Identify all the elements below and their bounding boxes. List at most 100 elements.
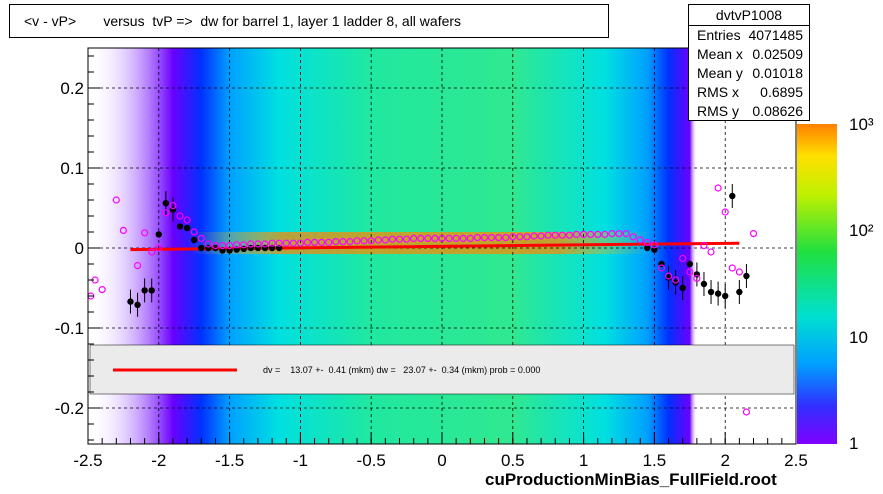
magenta-point [268, 239, 276, 247]
magenta-point [424, 234, 432, 242]
magenta-point [707, 248, 715, 256]
black-point [700, 280, 708, 288]
magenta-point [728, 264, 736, 272]
black-point [686, 260, 693, 268]
magenta-point [742, 408, 751, 416]
magenta-point [672, 276, 680, 284]
black-point [141, 287, 148, 294]
magenta-point [679, 254, 687, 262]
colorbar [797, 124, 837, 444]
stats-histogram-name: dvtvP1008 [715, 7, 783, 23]
footer-filename: cuProductionMinBias_FullField.root [485, 470, 777, 489]
y-axis: -0.2 -0.1 0 0.1 0.2 [55, 55, 100, 441]
magenta-point [310, 238, 319, 246]
chart-title-box: <v - vP> versus tvP => dw for barrel 1, … [9, 4, 609, 38]
magenta-point [240, 241, 248, 249]
black-point [134, 301, 141, 308]
y-tick-label: 0.1 [60, 159, 84, 178]
magenta-point [353, 237, 361, 245]
magenta-point [176, 212, 184, 220]
magenta-point [480, 234, 489, 242]
magenta-point [289, 239, 297, 247]
y-tick-label: 0.2 [60, 79, 84, 98]
x-tick-label: 1.5 [643, 451, 667, 470]
magenta-point [693, 274, 701, 282]
magenta-points [87, 184, 758, 416]
magenta-point [579, 230, 588, 238]
stats-row-mean-x: Mean x 0.02509 [697, 46, 803, 64]
magenta-point [233, 241, 241, 249]
magenta-point [254, 240, 262, 248]
magenta-point [459, 234, 467, 242]
x-axis: -2.5 -2 -1.5 -1 -0.5 0 0.5 1 1.5 2 2.5 [73, 432, 808, 470]
magenta-point [332, 238, 340, 246]
magenta-point [452, 234, 460, 242]
magenta-point [183, 216, 191, 224]
stats-row-rms-x: RMS x 0.6895 [697, 84, 803, 102]
magenta-point [565, 231, 574, 239]
magenta-point [282, 239, 290, 247]
magenta-point [155, 244, 163, 252]
magenta-point [445, 234, 453, 242]
black-point [162, 200, 170, 207]
black-point [176, 223, 184, 230]
magenta-point [502, 234, 510, 242]
magenta-point [509, 233, 517, 241]
x-tick-label: -2 [151, 451, 166, 470]
fit-legend-text: dv = 13.07 +- 0.41 (mkm) dw = 23.07 +- 0… [263, 365, 540, 375]
stats-value: 0.6895 [760, 84, 803, 100]
x-tick-label: 0.5 [501, 451, 525, 470]
stats-label: RMS x [697, 84, 739, 100]
magenta-point [318, 238, 326, 246]
magenta-point [98, 286, 106, 294]
colorbar-label-100: 10² [849, 221, 874, 240]
magenta-point [275, 239, 283, 247]
magenta-point [190, 228, 198, 236]
magenta-point [431, 234, 439, 242]
magenta-point [417, 234, 425, 242]
magenta-point [247, 240, 255, 248]
stats-label: Mean y [697, 65, 743, 81]
chart-title: <v - vP> versus tvP => dw for barrel 1, … [24, 13, 462, 29]
magenta-point [473, 234, 481, 242]
magenta-point [360, 237, 368, 245]
black-point [191, 236, 198, 244]
magenta-point [374, 236, 382, 244]
magenta-point [197, 234, 205, 242]
stats-value: 0.01018 [752, 65, 803, 81]
black-point [212, 244, 219, 252]
stats-row-entries: Entries 4071485 [697, 27, 803, 45]
magenta-point [714, 184, 722, 192]
stats-box: dvtvP1008 Entries 4071485 Mean x 0.02509… [688, 4, 810, 121]
x-tick-label: -2.5 [73, 451, 102, 470]
magenta-point [700, 242, 708, 250]
stats-label: Entries [697, 27, 741, 43]
black-point [736, 288, 743, 296]
black-point [183, 224, 191, 232]
magenta-point [530, 232, 538, 240]
y-tick-label: -0.1 [55, 319, 84, 338]
magenta-point [495, 234, 503, 242]
magenta-point [438, 234, 446, 242]
stats-value: 0.08626 [752, 103, 803, 119]
magenta-point [594, 230, 602, 238]
magenta-point [558, 231, 566, 239]
x-tick-label: -1 [293, 451, 308, 470]
black-point [729, 192, 736, 200]
magenta-point [367, 237, 375, 245]
black-point [127, 298, 134, 305]
magenta-point [516, 233, 524, 241]
magenta-point [466, 234, 474, 242]
magenta-point [664, 272, 673, 280]
magenta-point [119, 226, 128, 234]
black-point [644, 244, 651, 252]
stats-row-mean-y: Mean y 0.01018 [697, 65, 803, 83]
magenta-point [650, 241, 659, 249]
magenta-point [112, 196, 120, 204]
magenta-point [608, 230, 616, 238]
colorbar-label-1000: 10³ [849, 115, 874, 134]
x-tick-label: -1.5 [215, 451, 244, 470]
magenta-point [629, 233, 637, 241]
magenta-point [487, 234, 496, 242]
